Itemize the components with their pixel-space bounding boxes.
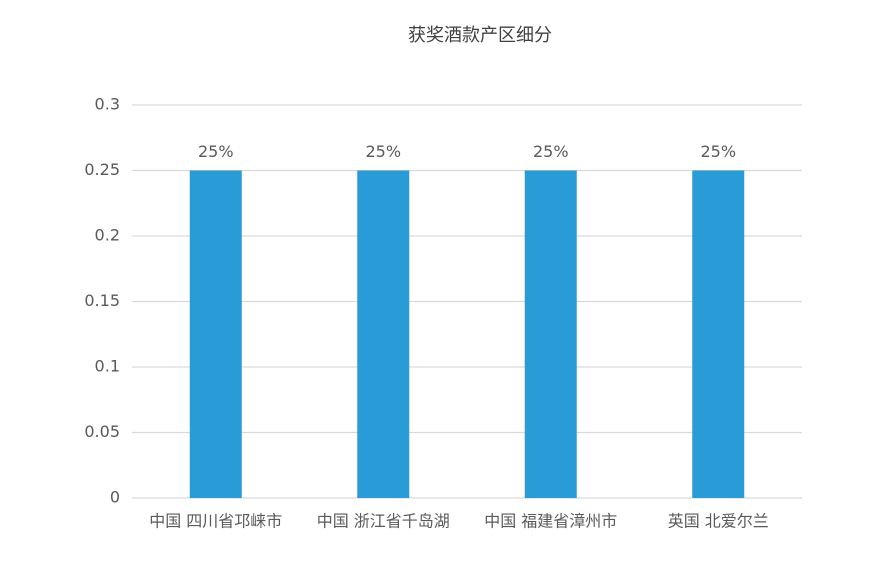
x-tick-label: 英国 北爱尔兰 bbox=[668, 512, 769, 531]
y-tick-label: 0.05 bbox=[84, 422, 120, 441]
chart-title: 获奖酒款产区细分 bbox=[408, 25, 552, 46]
value-label: 25% bbox=[533, 142, 569, 161]
bar bbox=[189, 170, 242, 498]
y-tick-label: 0 bbox=[110, 488, 120, 507]
bar bbox=[524, 170, 577, 498]
y-tick-label: 0.15 bbox=[84, 291, 120, 310]
bar bbox=[357, 170, 410, 498]
y-tick-label: 0.25 bbox=[84, 160, 120, 179]
y-tick-label: 0.2 bbox=[95, 226, 120, 245]
y-tick-label: 0.1 bbox=[95, 357, 120, 376]
x-tick-label: 中国 福建省漳州市 bbox=[484, 512, 617, 531]
value-label: 25% bbox=[365, 142, 401, 161]
x-tick-label: 中国 四川省邛崃市 bbox=[149, 512, 282, 531]
x-tick-label: 中国 浙江省千岛湖 bbox=[317, 512, 450, 531]
y-tick-label: 0.3 bbox=[95, 95, 120, 114]
bar bbox=[692, 170, 745, 498]
value-label: 25% bbox=[198, 142, 234, 161]
value-label: 25% bbox=[700, 142, 736, 161]
